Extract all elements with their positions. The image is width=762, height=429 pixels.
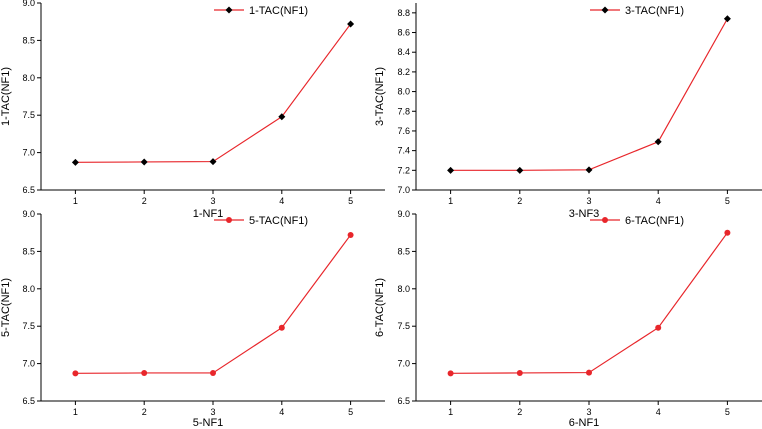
y-tick-label: 7.0 bbox=[22, 359, 35, 369]
series-line-3 bbox=[75, 234, 352, 374]
data-point bbox=[278, 113, 286, 121]
data-point bbox=[655, 324, 662, 331]
x-axis-title-3: 5-NF1 bbox=[193, 417, 224, 429]
y-tick-label: 7.0 bbox=[397, 185, 410, 195]
legend-marker-1 bbox=[225, 6, 233, 14]
y-tick-label: 7.5 bbox=[22, 321, 35, 331]
data-point bbox=[724, 229, 731, 236]
data-point bbox=[278, 324, 285, 331]
y-tick-label: 8.4 bbox=[397, 47, 410, 57]
x-axis-title-4: 6-NF1 bbox=[569, 417, 600, 429]
x-tick-label: 3 bbox=[586, 196, 591, 206]
chart-panel-4: 6.5 7.0 7.5 8.0 8.5 9.0 1 2 3 4 5 6-NF1 6-TAC(NF1) 6-… bbox=[374, 209, 762, 429]
y-tick-label: 7.6 bbox=[397, 126, 410, 136]
y-tick-label: 8.0 bbox=[397, 87, 410, 97]
y-tick-label: 8.0 bbox=[22, 284, 35, 294]
x-tick-label: 5 bbox=[348, 407, 353, 417]
y-tick-label: 8.5 bbox=[397, 246, 410, 256]
x-tick-label: 3 bbox=[586, 407, 591, 417]
data-point bbox=[71, 158, 79, 166]
y-tick-label: 7.0 bbox=[397, 359, 410, 369]
chart-panel-3: 6.5 7.0 7.5 8.0 8.5 9.0 1 2 3 4 5 5-NF1 5-TAC(NF1) 5-… bbox=[0, 209, 385, 429]
data-point bbox=[140, 158, 148, 166]
y-tick-label: 9.0 bbox=[397, 209, 410, 219]
y-tick-label: 8.2 bbox=[397, 67, 410, 77]
x-tick-label: 1 bbox=[448, 196, 453, 206]
x-tick-label: 2 bbox=[142, 196, 147, 206]
x-axis-title-1: 1-NF1 bbox=[193, 208, 224, 220]
chart-panel-2: 7.0 7.2 7.4 7.6 7.8 8.0 8.2 8.4 8.6 8.8 1 2 3 4 5 3-NF3… bbox=[374, 3, 762, 220]
x-tick-label: 1 bbox=[73, 196, 78, 206]
x-tick-label: 1 bbox=[448, 407, 453, 417]
y-axis-title-4: 6-TAC(NF1) bbox=[374, 278, 386, 337]
y-tick-label: 7.5 bbox=[397, 321, 410, 331]
y-tick-label: 9.0 bbox=[22, 209, 35, 219]
y-axis-title-3: 5-TAC(NF1) bbox=[0, 278, 12, 337]
data-point bbox=[347, 231, 354, 238]
data-point bbox=[72, 370, 79, 377]
x-tick-label: 2 bbox=[517, 407, 522, 417]
data-point bbox=[516, 369, 523, 376]
x-tick-label: 2 bbox=[142, 407, 147, 417]
data-point bbox=[347, 20, 355, 28]
y-tick-label: 7.2 bbox=[397, 165, 410, 175]
data-point bbox=[447, 166, 455, 174]
data-point bbox=[723, 15, 731, 23]
legend-label-1: 1-TAC(NF1) bbox=[249, 5, 308, 17]
y-axis-title-1: 1-TAC(NF1) bbox=[0, 67, 12, 126]
legend-marker-2 bbox=[601, 6, 609, 14]
x-tick-label: 5 bbox=[725, 407, 730, 417]
x-tick-label: 4 bbox=[279, 196, 284, 206]
chart-panel-1: 6.5 7.0 7.5 8.0 8.5 9.0 1 2 3 4 5 1-NF1 1-TAC(NF1) 1-… bbox=[0, 0, 385, 220]
y-tick-label: 7.8 bbox=[397, 106, 410, 116]
y-tick-label: 6.5 bbox=[22, 185, 35, 195]
legend-marker-4 bbox=[602, 217, 608, 223]
y-tick-label: 8.8 bbox=[397, 8, 410, 18]
series-line-1 bbox=[75, 23, 352, 163]
y-tick-label: 8.0 bbox=[397, 284, 410, 294]
legend-label-3: 5-TAC(NF1) bbox=[249, 215, 308, 227]
data-point bbox=[447, 370, 454, 377]
data-point bbox=[585, 166, 593, 174]
data-point bbox=[516, 166, 524, 174]
series-line-2 bbox=[450, 18, 728, 171]
x-tick-label: 5 bbox=[348, 196, 353, 206]
legend-marker-3 bbox=[226, 217, 232, 223]
x-tick-label: 4 bbox=[656, 196, 661, 206]
y-tick-label: 7.4 bbox=[397, 146, 410, 156]
x-tick-label: 1 bbox=[73, 407, 78, 417]
legend-label-4: 6-TAC(NF1) bbox=[625, 215, 684, 227]
y-tick-label: 7.5 bbox=[22, 110, 35, 120]
x-tick-label: 4 bbox=[656, 407, 661, 417]
series-line-4 bbox=[450, 232, 728, 374]
x-tick-label: 3 bbox=[210, 196, 215, 206]
legend-label-2: 3-TAC(NF1) bbox=[625, 5, 684, 17]
y-tick-label: 8.5 bbox=[22, 246, 35, 256]
data-point bbox=[654, 138, 662, 146]
data-point bbox=[209, 158, 217, 166]
x-tick-label: 4 bbox=[279, 407, 284, 417]
data-point bbox=[586, 369, 592, 376]
x-tick-label: 3 bbox=[210, 407, 215, 417]
x-tick-label: 2 bbox=[517, 196, 522, 206]
y-tick-label: 7.0 bbox=[22, 148, 35, 158]
y-tick-label: 8.0 bbox=[22, 73, 35, 83]
y-tick-label: 6.5 bbox=[22, 396, 35, 406]
x-axis-title-2: 3-NF3 bbox=[569, 208, 600, 220]
data-point bbox=[210, 369, 216, 376]
x-tick-label: 5 bbox=[725, 196, 730, 206]
data-point bbox=[141, 369, 148, 376]
y-tick-label: 8.5 bbox=[22, 35, 35, 45]
y-tick-label: 9.0 bbox=[22, 0, 35, 8]
y-tick-label: 8.6 bbox=[397, 28, 410, 38]
y-axis-title-2: 3-TAC(NF1) bbox=[374, 67, 386, 126]
y-tick-label: 6.5 bbox=[397, 396, 410, 406]
